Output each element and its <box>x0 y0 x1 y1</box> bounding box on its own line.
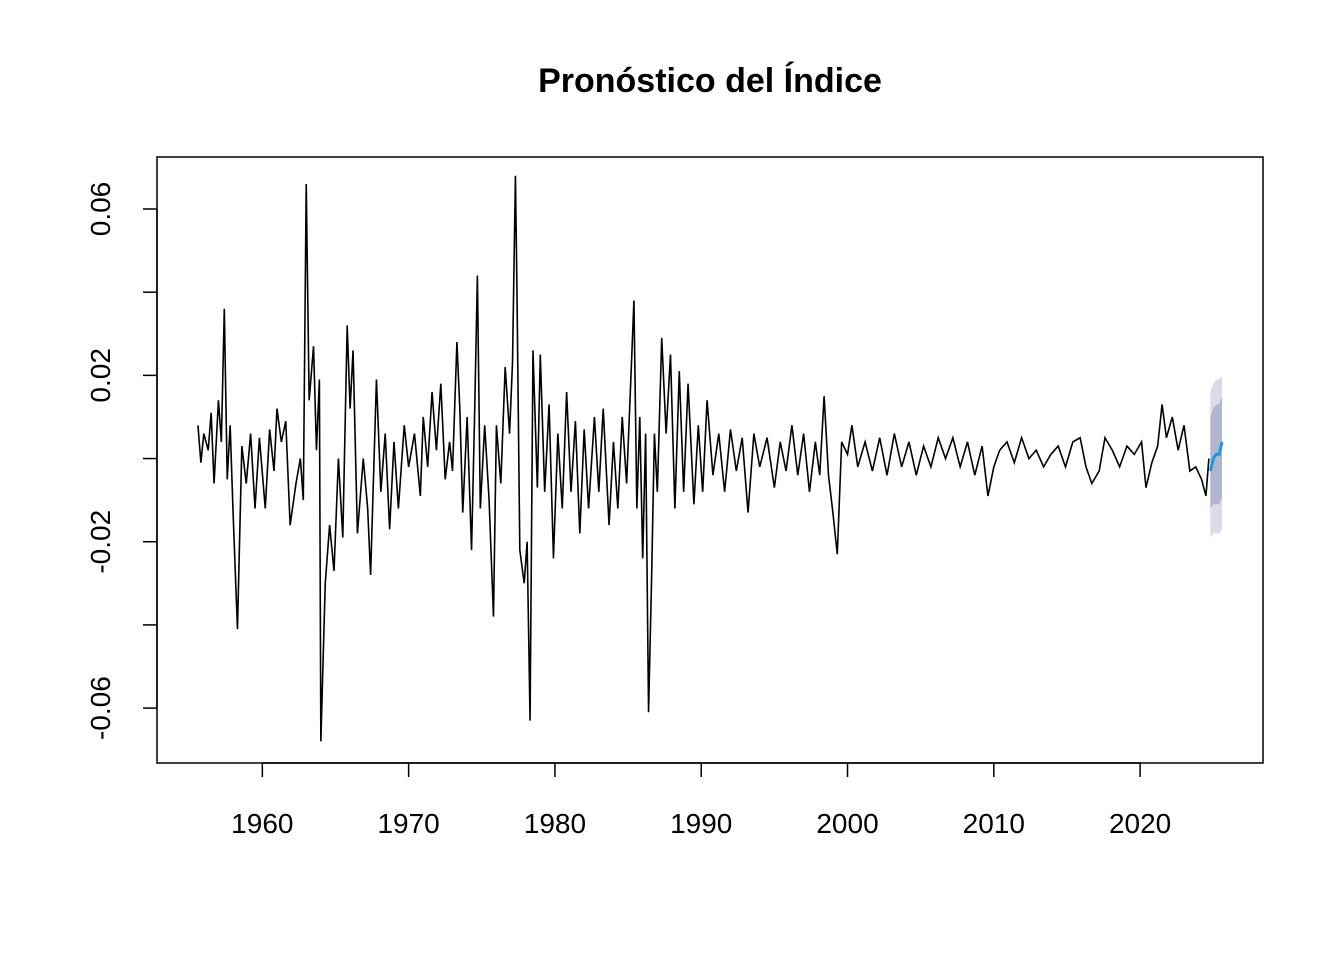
forecast-line <box>1208 441 1224 472</box>
x-tick-label: 2010 <box>963 808 1025 839</box>
x-tick-label: 2000 <box>816 808 878 839</box>
plot-box <box>156 156 1264 764</box>
x-tick-label: 1960 <box>231 808 293 839</box>
chart-title: Pronóstico del Índice <box>538 62 882 100</box>
y-tick-label: -0.02 <box>85 510 116 574</box>
y-tick-label: 0.02 <box>85 348 116 403</box>
x-tick-label: 1980 <box>524 808 586 839</box>
x-tick-label: 2020 <box>1109 808 1171 839</box>
x-tick-label: 1990 <box>670 808 732 839</box>
y-tick-label: -0.06 <box>85 676 116 740</box>
interval-80 <box>1210 396 1223 509</box>
series-line <box>197 175 1210 742</box>
x-tick-label: 1970 <box>377 808 439 839</box>
y-tick-label: 0.06 <box>85 182 116 237</box>
